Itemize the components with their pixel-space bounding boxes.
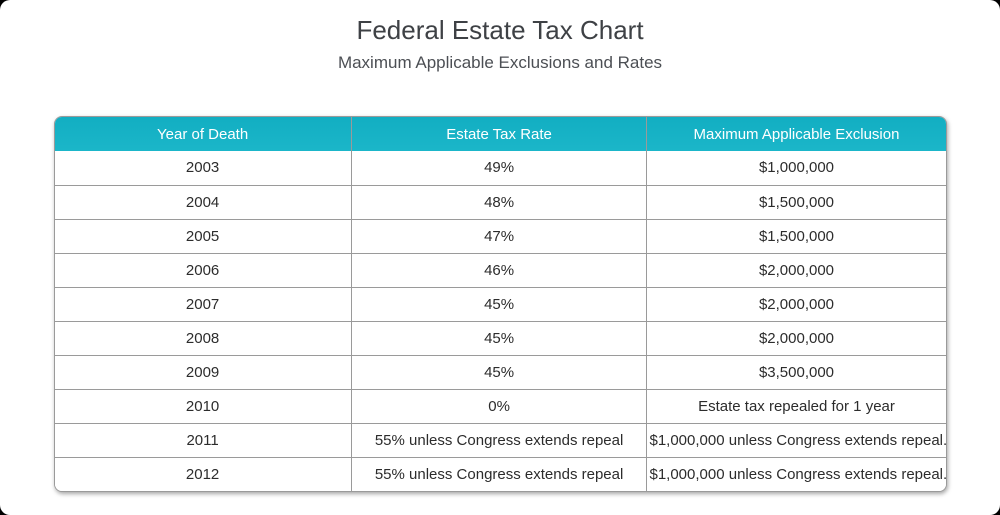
cell-exclusion: $1,000,000: [646, 151, 946, 185]
table-row: 2012 55% unless Congress extends repeal …: [54, 456, 946, 491]
column-header-maximum-applicable-exclusion: Maximum Applicable Exclusion: [646, 117, 946, 151]
table-row: 2005 47% $1,500,000: [54, 218, 946, 253]
estate-tax-table-card: Year of Death Estate Tax Rate Maximum Ap…: [53, 116, 947, 492]
cell-exclusion: $1,000,000 unless Congress extends repea…: [646, 422, 946, 457]
table-row: 2004 48% $1,500,000: [54, 184, 946, 219]
cell-rate: 55% unless Congress extends repeal: [350, 456, 647, 491]
cell-year: 2005: [54, 218, 352, 253]
cell-rate: 46%: [350, 252, 647, 287]
cell-rate: 45%: [350, 354, 647, 389]
cell-exclusion: $2,000,000: [646, 286, 946, 321]
cell-exclusion: $1,000,000 unless Congress extends repea…: [646, 456, 946, 491]
table-row: 2007 45% $2,000,000: [54, 286, 946, 321]
column-header-estate-tax-rate: Estate Tax Rate: [350, 117, 647, 151]
estate-tax-table: Year of Death Estate Tax Rate Maximum Ap…: [54, 117, 946, 491]
cell-rate: 47%: [350, 218, 647, 253]
table-row: 2009 45% $3,500,000: [54, 354, 946, 389]
cell-year: 2004: [54, 184, 352, 219]
cell-exclusion: Estate tax repealed for 1 year: [646, 388, 946, 423]
cell-exclusion: $2,000,000: [646, 252, 946, 287]
table-row: 2010 0% Estate tax repealed for 1 year: [54, 388, 946, 423]
cell-year: 2010: [54, 388, 352, 423]
table-row: 2003 49% $1,000,000: [54, 151, 946, 185]
cell-rate: 45%: [350, 286, 647, 321]
cell-rate: 55% unless Congress extends repeal: [350, 422, 647, 457]
cell-exclusion: $3,500,000: [646, 354, 946, 389]
cell-year: 2006: [54, 252, 352, 287]
cell-year: 2012: [54, 456, 352, 491]
cell-rate: 48%: [350, 184, 647, 219]
cell-year: 2011: [54, 422, 352, 457]
cell-rate: 0%: [350, 388, 647, 423]
table-row: 2006 46% $2,000,000: [54, 252, 946, 287]
column-header-year-of-death: Year of Death: [54, 117, 352, 151]
cell-rate: 49%: [350, 151, 647, 185]
cell-exclusion: $1,500,000: [646, 184, 946, 219]
table-header-row: Year of Death Estate Tax Rate Maximum Ap…: [54, 117, 946, 151]
cell-year: 2009: [54, 354, 352, 389]
page-subtitle: Maximum Applicable Exclusions and Rates: [337, 53, 663, 72]
cell-year: 2003: [54, 151, 352, 185]
table-row: 2011 55% unless Congress extends repeal …: [54, 422, 946, 457]
cell-exclusion: $1,500,000: [646, 218, 946, 253]
cell-rate: 45%: [350, 320, 647, 355]
table-row: 2008 45% $2,000,000: [54, 320, 946, 355]
cell-year: 2008: [54, 320, 352, 355]
page-title: Federal Estate Tax Chart: [356, 15, 644, 45]
cell-exclusion: $2,000,000: [646, 320, 946, 355]
cell-year: 2007: [54, 286, 352, 321]
